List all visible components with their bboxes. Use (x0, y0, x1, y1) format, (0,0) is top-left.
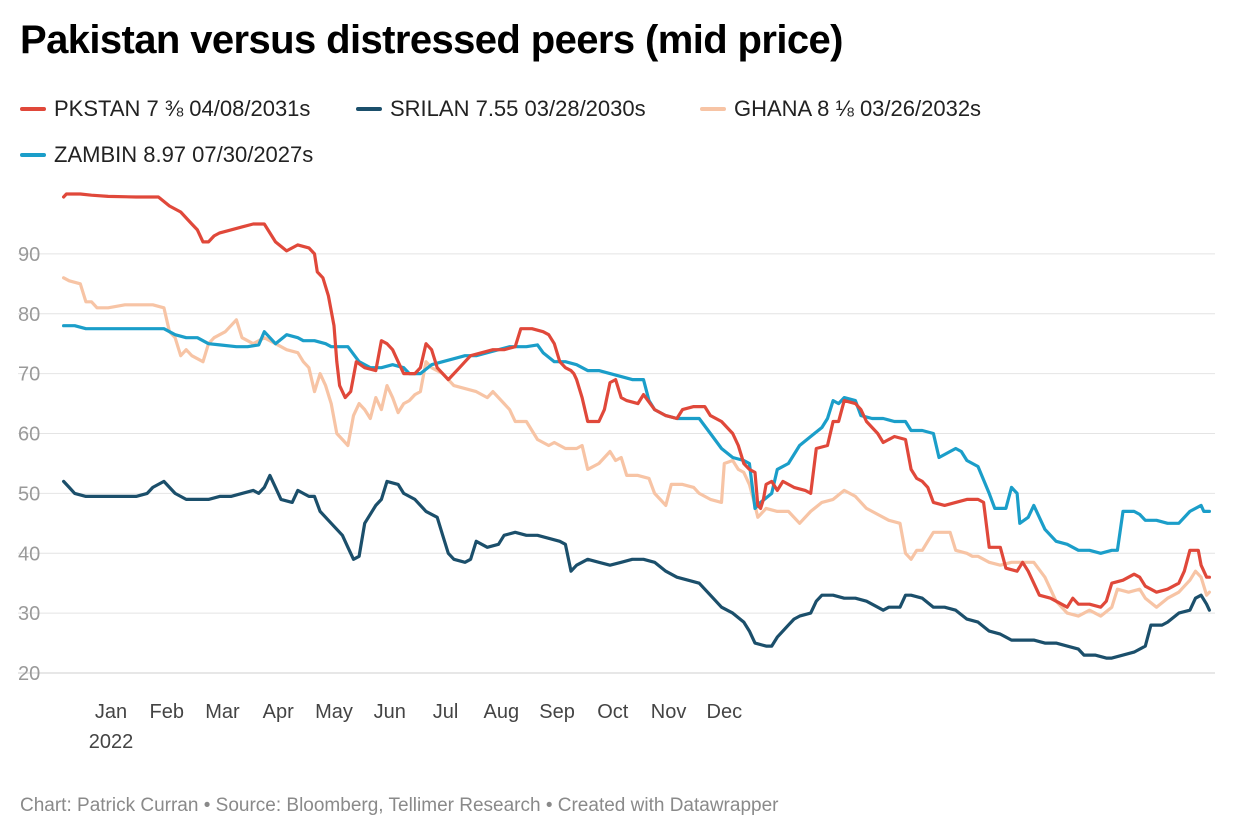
legend-swatch-ghana (700, 107, 726, 111)
x-tick-label: Dec (707, 701, 743, 723)
y-tick-label: 70 (18, 364, 40, 386)
x-tick-label: Apr (263, 701, 294, 723)
x-tick-label: Sep (539, 701, 575, 723)
x-tick-label: Nov (651, 701, 687, 723)
gridlines (18, 253, 1215, 674)
x-tick-label: Aug (483, 701, 519, 723)
legend-label-pkstan: PKSTAN 7 ⅜ 04/08/2031s (54, 96, 311, 121)
legend-label-srilan: SRILAN 7.55 03/28/2030s (390, 96, 646, 121)
series-line-pkstan (62, 192, 1211, 609)
legend-item-ghana: GHANA 8 ⅛ 03/26/2032s (700, 96, 981, 122)
legend-item-srilan: SRILAN 7.55 03/28/2030s (356, 96, 646, 122)
chart-title: Pakistan versus distressed peers (mid pr… (20, 18, 843, 62)
y-tick-label: 60 (18, 424, 40, 446)
series-line-zambin (62, 324, 1211, 555)
y-tick-label: 40 (18, 543, 40, 565)
y-tick-label: 80 (18, 304, 40, 326)
legend-swatch-zambin (20, 153, 46, 157)
y-tick-label: 20 (18, 663, 40, 685)
x-tick-label: Jul (433, 701, 459, 723)
y-tick-label: 30 (18, 603, 40, 625)
series-line-ghana (62, 276, 1211, 618)
y-axis-ticks: 20 30 40 50 60 70 80 90 (18, 244, 40, 685)
legend-item-pkstan: PKSTAN 7 ⅜ 04/08/2031s (20, 96, 310, 122)
legend-label-zambin: ZAMBIN 8.97 07/30/2027s (54, 142, 314, 167)
x-tick-label: Mar (205, 701, 240, 723)
series-line-srilan (62, 473, 1211, 660)
legend-label-ghana: GHANA 8 ⅛ 03/26/2032s (734, 96, 982, 121)
x-tick-label: May (315, 701, 353, 723)
x-axis-ticks: Jan Feb Mar Apr May Jun Jul Aug Sep Oct Nov Dec 2022 (89, 701, 742, 753)
x-tick-label: Jun (374, 701, 406, 723)
y-tick-label: 50 (18, 483, 40, 505)
y-tick-label: 90 (18, 244, 40, 266)
x-tick-label: Oct (597, 701, 629, 723)
x-tick-year-label: 2022 (89, 731, 134, 753)
series-lines (62, 192, 1211, 660)
x-tick-label: Jan (95, 701, 127, 723)
legend-swatch-srilan (356, 107, 382, 111)
legend-item-zambin: ZAMBIN 8.97 07/30/2027s (20, 142, 313, 168)
chart-footer: Chart: Patrick Curran • Source: Bloomber… (20, 795, 779, 816)
legend-swatch-pkstan (20, 107, 46, 111)
x-tick-label: Feb (149, 701, 183, 723)
